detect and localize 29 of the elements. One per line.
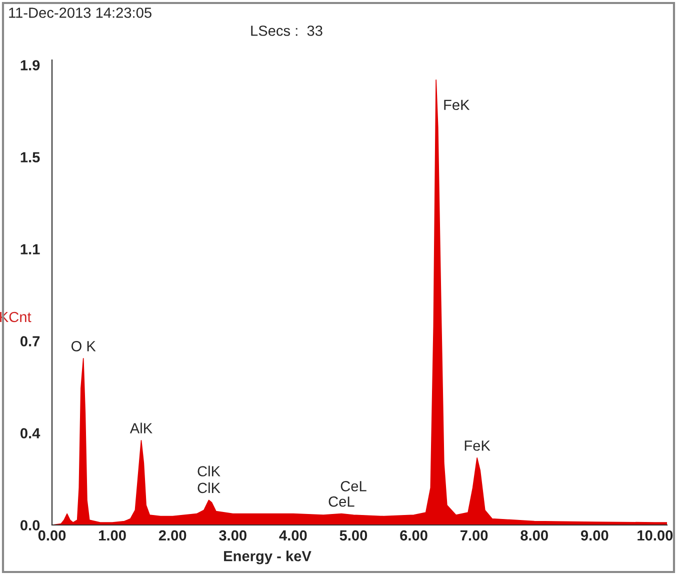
annotation: ClK (198, 482, 220, 494)
x-tick-label: 3.00 (219, 530, 246, 541)
x-tick-label: 2.00 (158, 530, 186, 541)
x-tick-label: 8.00 (520, 530, 548, 541)
y-tick-label: 1.5 (20, 152, 40, 162)
x-tick-label: 10.00 (638, 530, 673, 541)
y-tick-label: 1.9 (20, 60, 40, 70)
x-tick-label: 4.00 (279, 530, 307, 541)
x-tick-label: 6.00 (400, 530, 428, 541)
annotation: CeL (340, 481, 366, 492)
annotation: FeK (444, 100, 470, 110)
x-tick-label: 5.00 (340, 530, 368, 541)
x-tick-label: 1.00 (99, 530, 126, 541)
y-tick-label: 1.1 (20, 244, 40, 254)
x-axis-title: Energy - keV (224, 550, 312, 564)
x-tick-label: 7.00 (460, 530, 488, 541)
annotation: AlK (130, 422, 152, 434)
text: LSecs : 33 (251, 26, 322, 36)
y-axis-title: KCnt (0, 312, 32, 322)
annotation: FeK (464, 440, 490, 451)
x-tick-label: 9.00 (580, 530, 608, 541)
annotation: O K (71, 341, 96, 352)
y-tick-label: 0.7 (20, 336, 40, 346)
y-tick-label: 0.4 (20, 428, 40, 438)
x-tick-label: 0.00 (38, 530, 66, 541)
y-tick-label: 0.0 (20, 520, 40, 530)
annotation: CeL (328, 496, 354, 507)
annotation: ClK (198, 466, 220, 476)
text: 11-Dec-2013 14:23:05 (9, 8, 152, 18)
